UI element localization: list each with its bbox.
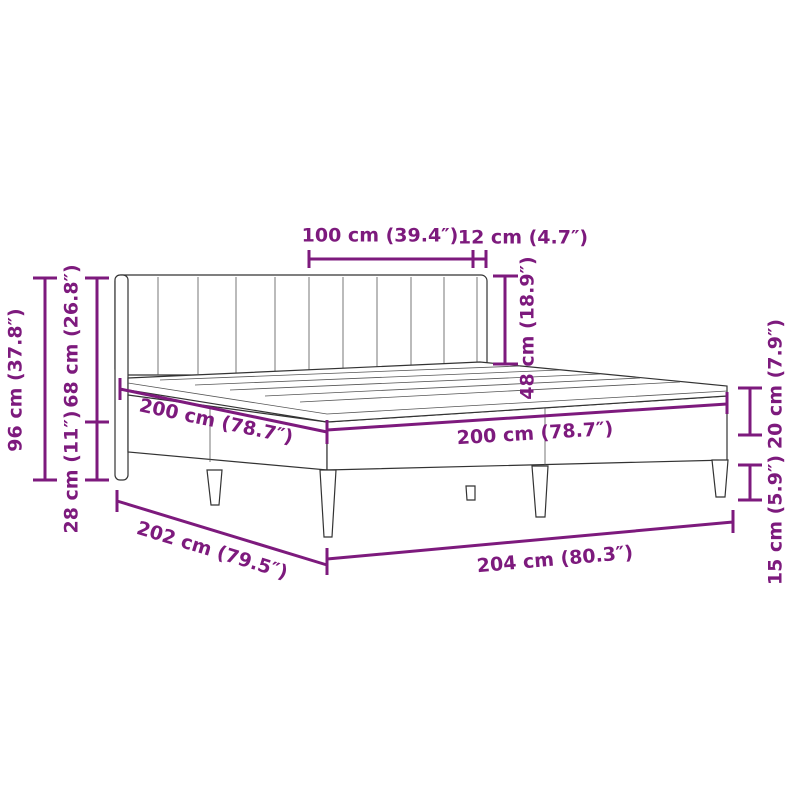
legs [206, 459, 729, 538]
base-top-height-label: 28 cm (11″) [61, 410, 83, 533]
base-height-label: 20 cm (7.9″) [765, 319, 787, 449]
headboard-depth-label: 12 cm (4.7″) [458, 227, 588, 249]
mattress-edge [127, 382, 728, 415]
headboard [114, 274, 488, 376]
headboard-height-label: 68 cm (26.8″) [61, 264, 83, 407]
dimension-lines [33, 250, 762, 575]
total-width-label: 204 cm (80.3″) [476, 542, 634, 578]
total-height-label: 96 cm (37.8″) [5, 308, 27, 451]
mattress-stripes [159, 365, 681, 403]
headboard-width-label: 100 cm (39.4″) [302, 225, 459, 247]
total-length-label: 202 cm (79.5″) [134, 517, 290, 584]
leg-height-label: 15 cm (5.9″) [765, 455, 787, 585]
headboard-channels [157, 277, 478, 375]
headboard-side [114, 274, 129, 481]
headboard-height-above-label: 48 cm (18.9″) [517, 256, 539, 399]
